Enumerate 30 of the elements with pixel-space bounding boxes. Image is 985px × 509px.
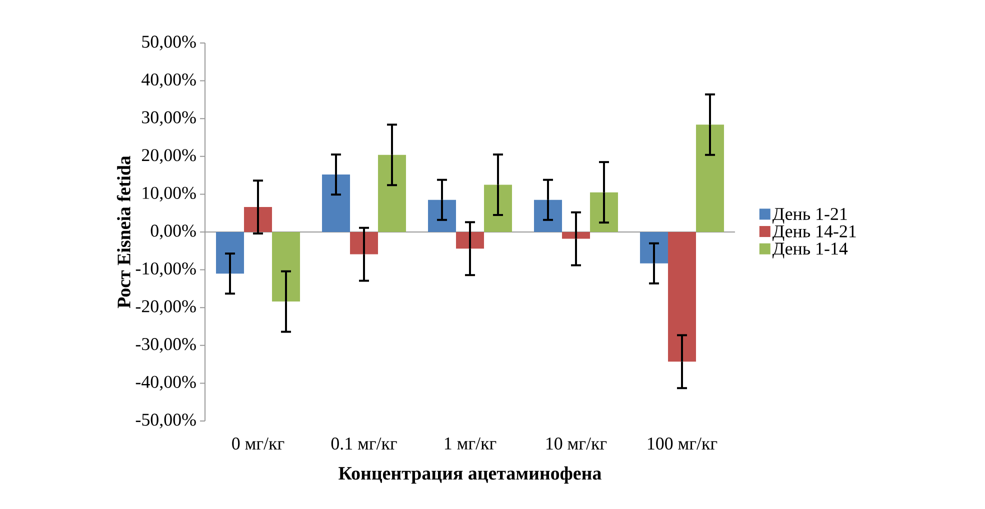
x-tick-label: 100 мг/кг xyxy=(648,438,718,450)
y-tick-label: -20,00% xyxy=(136,300,196,315)
bar xyxy=(456,232,484,249)
bar xyxy=(350,232,378,254)
y-tick-label: -10,00% xyxy=(136,262,196,278)
y-tick-label: 30,00% xyxy=(142,111,196,126)
bar xyxy=(272,232,300,302)
x-tick-label: 0 мг/кг xyxy=(232,438,284,450)
y-tick-label: 0,00% xyxy=(150,224,196,240)
x-tick-label: 0.1 мг/кг xyxy=(331,438,397,450)
y-tick-label: 10,00% xyxy=(142,186,196,202)
y-tick-label: 20,00% xyxy=(142,149,196,164)
y-tick-label: -40,00% xyxy=(136,376,196,391)
y-tick-label: 40,00% xyxy=(142,73,196,88)
bar xyxy=(378,154,406,232)
legend-label: День 1-14 xyxy=(772,242,848,258)
bar xyxy=(322,174,350,232)
x-axis-title: Концентрация ацетаминофена xyxy=(338,466,602,484)
y-axis-title: Рост Eisneia fetida xyxy=(116,156,130,308)
bar xyxy=(216,232,244,274)
legend-label: День 1-21 xyxy=(772,208,847,224)
y-tick-label: 50,00% xyxy=(142,36,196,50)
bar xyxy=(696,124,724,232)
y-tick-label: -30,00% xyxy=(136,338,196,353)
bar xyxy=(668,232,696,362)
bar xyxy=(562,232,590,239)
x-tick-label: 10 мг/кг xyxy=(546,438,607,450)
y-tick-label: -50,00% xyxy=(136,414,196,428)
x-tick-label: 1 мг/кг xyxy=(444,438,496,450)
legend-label: День 14-21 xyxy=(772,225,856,242)
